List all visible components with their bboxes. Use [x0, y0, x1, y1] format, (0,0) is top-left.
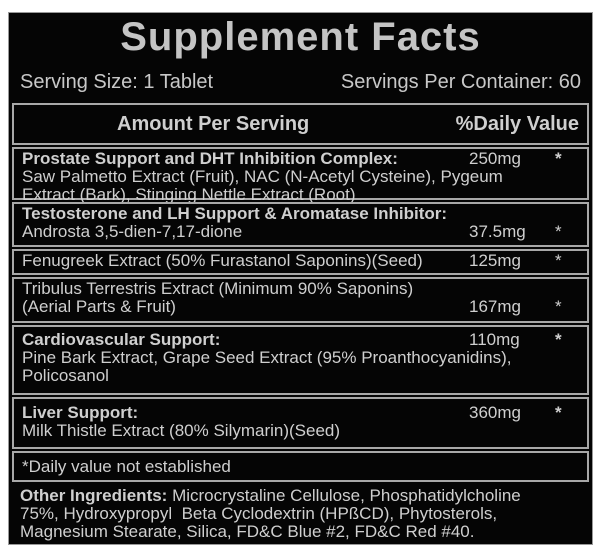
amount: 250mg [469, 149, 521, 168]
dv: * [555, 403, 562, 422]
other-ingredients-line: Magnesium Stearate, Silica, FD&C Blue #2… [20, 522, 475, 541]
amount: 360mg [469, 403, 521, 422]
ingredient-line: Fenugreek Extract (50% Furastanol Saponi… [22, 251, 423, 270]
ingredient-line: (Aerial Parts & Fruit) [22, 297, 176, 316]
amount-per-serving-header: Amount Per Serving [117, 113, 310, 135]
ingredient-line: Milk Thistle Extract (80% Silymarin)(See… [22, 421, 341, 440]
other-ingredients-label: Other Ingredients: [20, 486, 168, 505]
ingredient-group-cardiovascular: Cardiovascular Support: 110mg * Pine Bark … [12, 325, 589, 395]
dv: * [555, 297, 562, 316]
ingredient-line: Androsta 3,5-dien-7,17-dione [22, 222, 243, 241]
ingredient-group-liver: Liver Support: 360mg * Milk Thistle Extrac… [12, 397, 589, 449]
amount: 110mg [469, 330, 520, 349]
other-ingredients: Other Ingredients: Microcrystaline Cellu… [20, 487, 521, 541]
other-ingredients-line: 75%, Hydroxypropyl Beta Cyclodextrin (HP… [20, 504, 498, 523]
serving-info: Serving Size: 1 Tablet Servings Per Cont… [20, 71, 581, 94]
panel-title: Supplement Facts [120, 15, 481, 59]
group-name: Testosterone and LH Support & Aromatase … [22, 204, 448, 223]
group-name: Cardiovascular Support: [22, 330, 221, 349]
dv: * [555, 149, 562, 168]
amount: 125mg [469, 251, 521, 270]
dv: * [555, 222, 562, 241]
dv: * [555, 251, 562, 270]
ingredient-line: Saw Palmetto Extract (Fruit), NAC (N-Ace… [22, 167, 503, 186]
ingredient-fenugreek: Fenugreek Extract (50% Furastanol Saponi… [12, 249, 589, 275]
footnote: *Daily value not established [22, 457, 231, 476]
ingredient-group-testosterone: Testosterone and LH Support & Aromatase … [12, 202, 589, 247]
group-name: Prostate Support and DHT Inhibition Comp… [22, 149, 398, 168]
ingredient-tribulus: Tribulus Terrestris Extract (Minimum 90%… [12, 277, 589, 323]
ingredient-group-prostate: Prostate Support and DHT Inhibition Comp… [12, 147, 589, 204]
supplement-facts-panel: Supplement Facts Serving Size: 1 Tablet … [8, 12, 593, 545]
ingredient-line: Policosanol [22, 366, 109, 385]
amount: 167mg [469, 297, 521, 316]
column-header: Amount Per Serving %Daily Value [12, 103, 589, 145]
group-name: Liver Support: [22, 403, 139, 422]
amount: 37.5mg [469, 222, 526, 241]
dv: * [555, 330, 562, 349]
serving-size: Serving Size: 1 Tablet [20, 71, 214, 93]
other-ingredients-line: Microcrystaline Cellulose, Phosphatidylc… [167, 486, 521, 505]
ingredient-line: Tribulus Terrestris Extract (Minimum 90%… [22, 279, 414, 298]
ingredient-line: Extract (Bark), Stinging Nettle Extract … [22, 185, 356, 204]
servings-per-container: Servings Per Container: 60 [340, 71, 581, 93]
footnote-box: *Daily value not established [12, 451, 589, 482]
daily-value-header: %Daily Value [455, 113, 579, 135]
ingredient-line: Pine Bark Extract, Grape Seed Extract (9… [22, 348, 512, 367]
